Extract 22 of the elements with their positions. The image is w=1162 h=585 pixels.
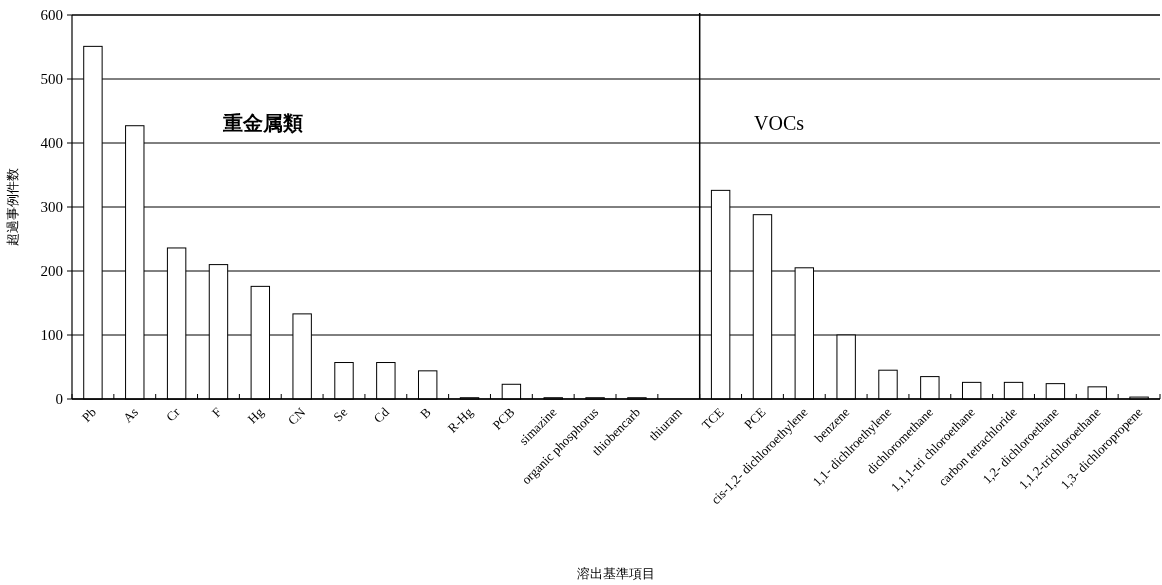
x-tick-label: F — [208, 404, 225, 421]
x-tick-label: PCB — [489, 404, 518, 433]
x-tick-label: Hg — [244, 404, 267, 427]
y-tick-label: 200 — [40, 263, 63, 279]
x-tick-label: B — [417, 404, 435, 422]
x-tick-label: TCE — [698, 404, 727, 433]
x-tick-label: Se — [330, 404, 351, 425]
y-tick-label: 500 — [40, 71, 63, 87]
y-tick-label: 0 — [55, 391, 63, 407]
x-tick-label: Cr — [162, 404, 184, 425]
x-tick-label: As — [120, 404, 141, 426]
annotation: 重金属類 — [221, 111, 303, 136]
y-tick-label: 300 — [40, 199, 63, 215]
y-tick-label: 400 — [40, 135, 63, 151]
y-tick-label: 100 — [40, 327, 63, 343]
x-tick-label: CN — [284, 404, 309, 428]
x-axis-title: 溶出基準項目 — [577, 566, 655, 581]
x-tick-label: Pb — [78, 404, 100, 425]
annotation: VOCs — [754, 112, 805, 135]
x-tick-label: Cd — [370, 404, 393, 426]
y-axis-title: 超過事例件数 — [5, 168, 20, 246]
y-tick-label: 600 — [40, 7, 63, 23]
